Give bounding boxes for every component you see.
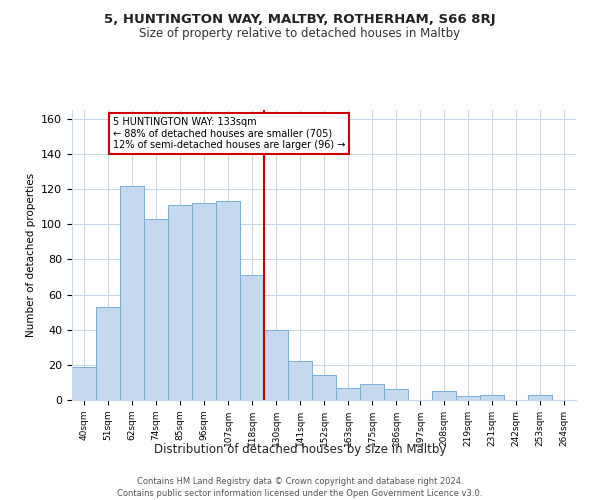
Bar [144, 219, 168, 400]
Bar [264, 330, 288, 400]
Bar [432, 391, 456, 400]
Text: 5, HUNTINGTON WAY, MALTBY, ROTHERHAM, S66 8RJ: 5, HUNTINGTON WAY, MALTBY, ROTHERHAM, S6… [104, 12, 496, 26]
Bar [456, 396, 480, 400]
Bar [192, 203, 216, 400]
Y-axis label: Number of detached properties: Number of detached properties [26, 173, 35, 337]
Bar [120, 186, 144, 400]
Bar [384, 390, 408, 400]
Text: Distribution of detached houses by size in Maltby: Distribution of detached houses by size … [154, 442, 446, 456]
Text: Contains public sector information licensed under the Open Government Licence v3: Contains public sector information licen… [118, 489, 482, 498]
Bar [336, 388, 360, 400]
Bar [528, 394, 552, 400]
Bar [480, 394, 504, 400]
Text: 5 HUNTINGTON WAY: 133sqm
← 88% of detached houses are smaller (705)
12% of semi-: 5 HUNTINGTON WAY: 133sqm ← 88% of detach… [113, 117, 345, 150]
Bar [96, 307, 120, 400]
Bar [216, 202, 240, 400]
Bar [288, 362, 312, 400]
Bar [168, 205, 192, 400]
Text: Contains HM Land Registry data © Crown copyright and database right 2024.: Contains HM Land Registry data © Crown c… [137, 478, 463, 486]
Text: Size of property relative to detached houses in Maltby: Size of property relative to detached ho… [139, 28, 461, 40]
Bar [360, 384, 384, 400]
Bar [72, 366, 96, 400]
Bar [240, 275, 264, 400]
Bar [312, 376, 336, 400]
